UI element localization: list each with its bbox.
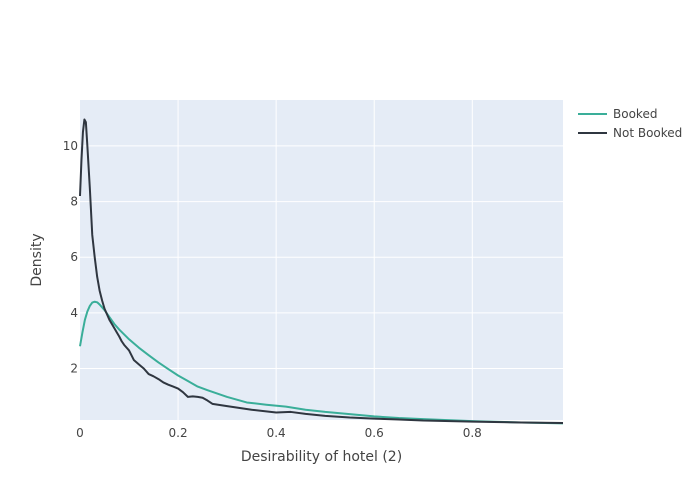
y-axis-title: Density <box>29 233 45 286</box>
legend-item-not-booked[interactable]: Not Booked <box>578 126 682 140</box>
x-tick-label: 0.2 <box>169 426 188 440</box>
y-tick-label: 4 <box>70 306 78 320</box>
series-lines <box>79 118 564 425</box>
x-tick-label: 0.4 <box>267 426 286 440</box>
series-line-not-booked <box>79 118 564 425</box>
x-tick-labels: 0 0.2 0.4 0.6 0.8 <box>76 426 482 440</box>
series-line-booked <box>79 300 564 425</box>
x-tick-label: 0.6 <box>365 426 384 440</box>
x-tick-label: 0.8 <box>463 426 482 440</box>
y-tick-label: 2 <box>70 362 78 376</box>
y-tick-label: 6 <box>70 250 78 264</box>
plot-background <box>80 100 563 420</box>
y-tick-label: 10 <box>63 139 78 153</box>
y-tick-labels: 2 4 6 8 10 <box>63 139 78 376</box>
legend-label: Booked <box>613 107 657 121</box>
x-axis-title: Desirability of hotel (2) <box>241 449 402 465</box>
legend-label: Not Booked <box>613 126 682 140</box>
legend[interactable]: Booked Not Booked <box>578 107 682 140</box>
legend-item-booked[interactable]: Booked <box>578 107 657 121</box>
grid-lines <box>80 100 563 420</box>
x-tick-label: 0 <box>76 426 84 440</box>
y-tick-label: 8 <box>70 195 78 209</box>
